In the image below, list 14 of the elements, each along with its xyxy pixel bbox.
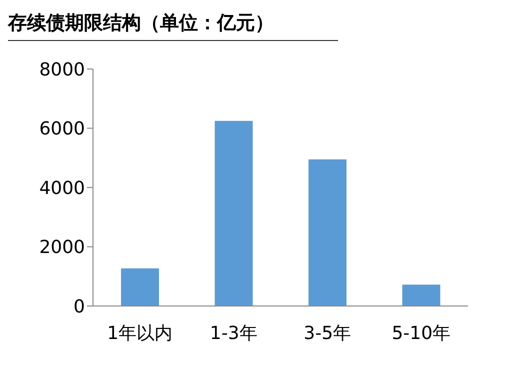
bar — [214, 120, 253, 306]
y-tick-label: 8000 — [39, 59, 85, 80]
y-tick-label: 0 — [74, 296, 85, 318]
bar — [402, 284, 440, 306]
x-tick-label: 1年以内 — [107, 322, 173, 344]
x-tick-label: 5-10年 — [392, 322, 451, 344]
x-tick-label: 3-5年 — [304, 322, 352, 344]
bar — [308, 159, 346, 306]
y-tick-label: 6000 — [39, 118, 85, 140]
y-tick-label: 4000 — [39, 178, 85, 199]
chart-title: 存续债期限结构（单位：亿元） — [8, 8, 338, 41]
x-tick-label: 1-3年 — [210, 322, 258, 344]
bar — [121, 268, 159, 306]
y-tick-label: 2000 — [39, 237, 85, 258]
